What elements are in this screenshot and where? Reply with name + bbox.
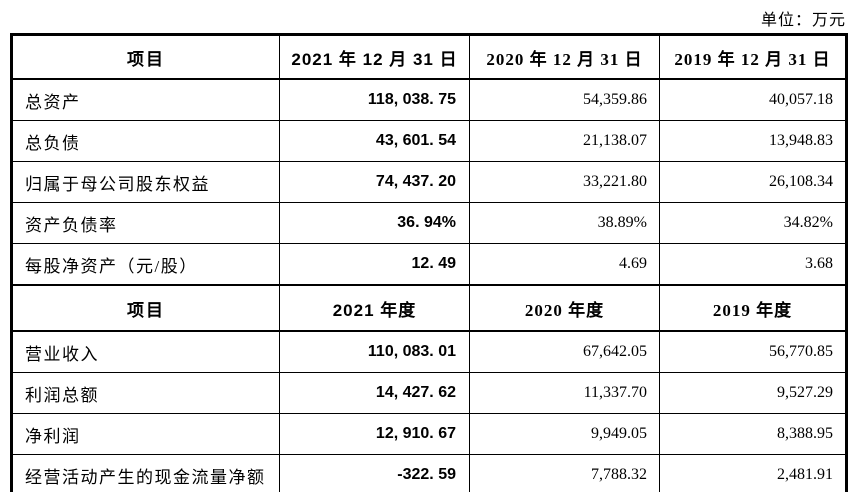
value-2019: 3.68 [659, 243, 847, 286]
value-2019: 34.82% [659, 202, 847, 244]
value-2019: 56,770.85 [659, 330, 847, 373]
value-2021: 12, 910. 67 [279, 413, 470, 455]
value-2019: 26,108.34 [659, 161, 847, 203]
header-2021-12-31: 2021 年 12 月 31 日 [279, 34, 470, 80]
value-2020: 54,359.86 [469, 78, 660, 121]
unit-label: 单位：万元 [760, 12, 846, 29]
row-label: 经营活动产生的现金流量净额 [11, 454, 280, 492]
value-2021: 14, 427. 62 [279, 372, 470, 414]
row-label: 资产负债率 [11, 202, 280, 244]
table-header-row-income: 项目 2021 年度 2020 年度 2019 年度 [11, 284, 847, 332]
header-item: 项目 [11, 284, 280, 332]
financial-summary-table: 项目 2021 年 12 月 31 日 2020 年 12 月 31 日 201… [10, 33, 848, 492]
value-2019: 2,481.91 [659, 454, 847, 492]
value-2020: 7,788.32 [469, 454, 660, 492]
header-2020-12-31: 2020 年 12 月 31 日 [469, 34, 660, 80]
table-row-net-assets-per-share: 每股净资产（元/股） 12. 49 4.69 3.68 [11, 243, 847, 286]
value-2021: -322. 59 [279, 454, 470, 492]
value-2020: 38.89% [469, 202, 660, 244]
table-row-debt-ratio: 资产负债率 36. 94% 38.89% 34.82% [11, 202, 847, 244]
row-label: 净利润 [11, 413, 280, 455]
value-2019: 8,388.95 [659, 413, 847, 455]
value-2019: 9,527.29 [659, 372, 847, 414]
value-2020: 4.69 [469, 243, 660, 286]
row-label: 利润总额 [11, 372, 280, 414]
row-label: 总资产 [11, 78, 280, 121]
row-label: 营业收入 [11, 330, 280, 373]
value-2020: 11,337.70 [469, 372, 660, 414]
value-2020: 9,949.05 [469, 413, 660, 455]
value-2021: 118, 038. 75 [279, 78, 470, 121]
value-2021: 43, 601. 54 [279, 120, 470, 162]
row-label: 总负债 [11, 120, 280, 162]
value-2021: 110, 083. 01 [279, 330, 470, 373]
table-row-total-liabilities: 总负债 43, 601. 54 21,138.07 13,948.83 [11, 120, 847, 162]
value-2021: 12. 49 [279, 243, 470, 286]
table-row-parent-equity: 归属于母公司股东权益 74, 437. 20 33,221.80 26,108.… [11, 161, 847, 203]
value-2020: 67,642.05 [469, 330, 660, 373]
value-2021: 36. 94% [279, 202, 470, 244]
header-item: 项目 [11, 34, 280, 80]
table-header-row-balance: 项目 2021 年 12 月 31 日 2020 年 12 月 31 日 201… [11, 34, 847, 80]
row-label: 归属于母公司股东权益 [11, 161, 280, 203]
table-row-operating-revenue: 营业收入 110, 083. 01 67,642.05 56,770.85 [11, 330, 847, 373]
table-row-total-assets: 总资产 118, 038. 75 54,359.86 40,057.18 [11, 78, 847, 121]
value-2020: 21,138.07 [469, 120, 660, 162]
value-2021: 74, 437. 20 [279, 161, 470, 203]
header-2021-annual: 2021 年度 [279, 284, 470, 332]
header-2019-12-31: 2019 年 12 月 31 日 [659, 34, 847, 80]
value-2019: 40,057.18 [659, 78, 847, 121]
value-2019: 13,948.83 [659, 120, 847, 162]
table-row-net-profit: 净利润 12, 910. 67 9,949.05 8,388.95 [11, 413, 847, 455]
header-2020-annual: 2020 年度 [469, 284, 660, 332]
table-row-operating-cash-flow: 经营活动产生的现金流量净额 -322. 59 7,788.32 2,481.91 [11, 454, 847, 492]
row-label: 每股净资产（元/股） [11, 243, 280, 286]
value-2020: 33,221.80 [469, 161, 660, 203]
header-2019-annual: 2019 年度 [659, 284, 847, 332]
table-row-total-profit: 利润总额 14, 427. 62 11,337.70 9,527.29 [11, 372, 847, 414]
